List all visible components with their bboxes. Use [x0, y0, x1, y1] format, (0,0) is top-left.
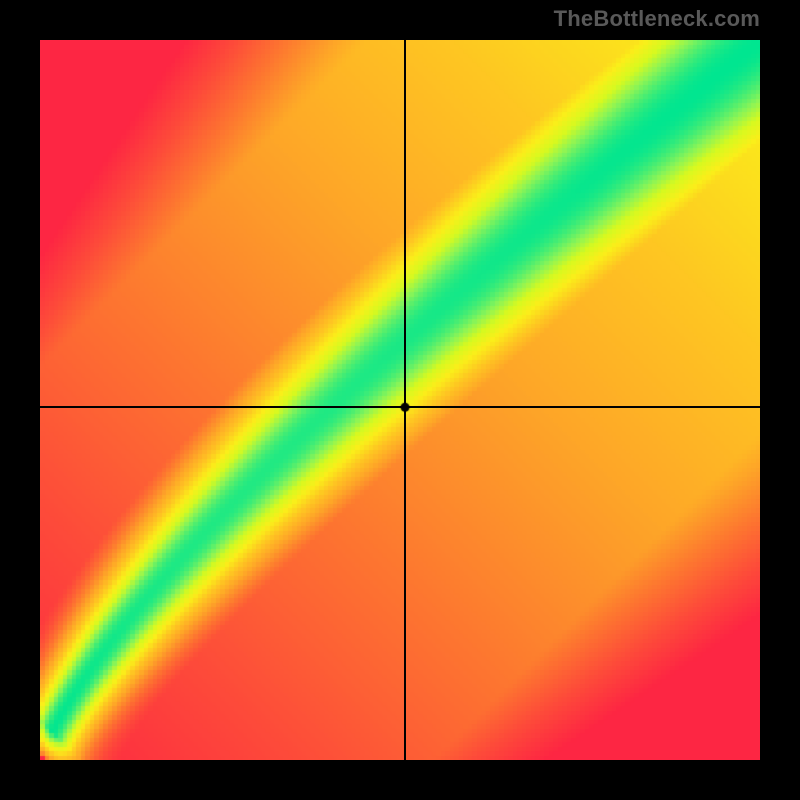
chart-container: TheBottleneck.com: [0, 0, 800, 800]
plot-area: [40, 40, 760, 760]
watermark-text: TheBottleneck.com: [554, 6, 760, 32]
marker-canvas: [40, 40, 760, 760]
